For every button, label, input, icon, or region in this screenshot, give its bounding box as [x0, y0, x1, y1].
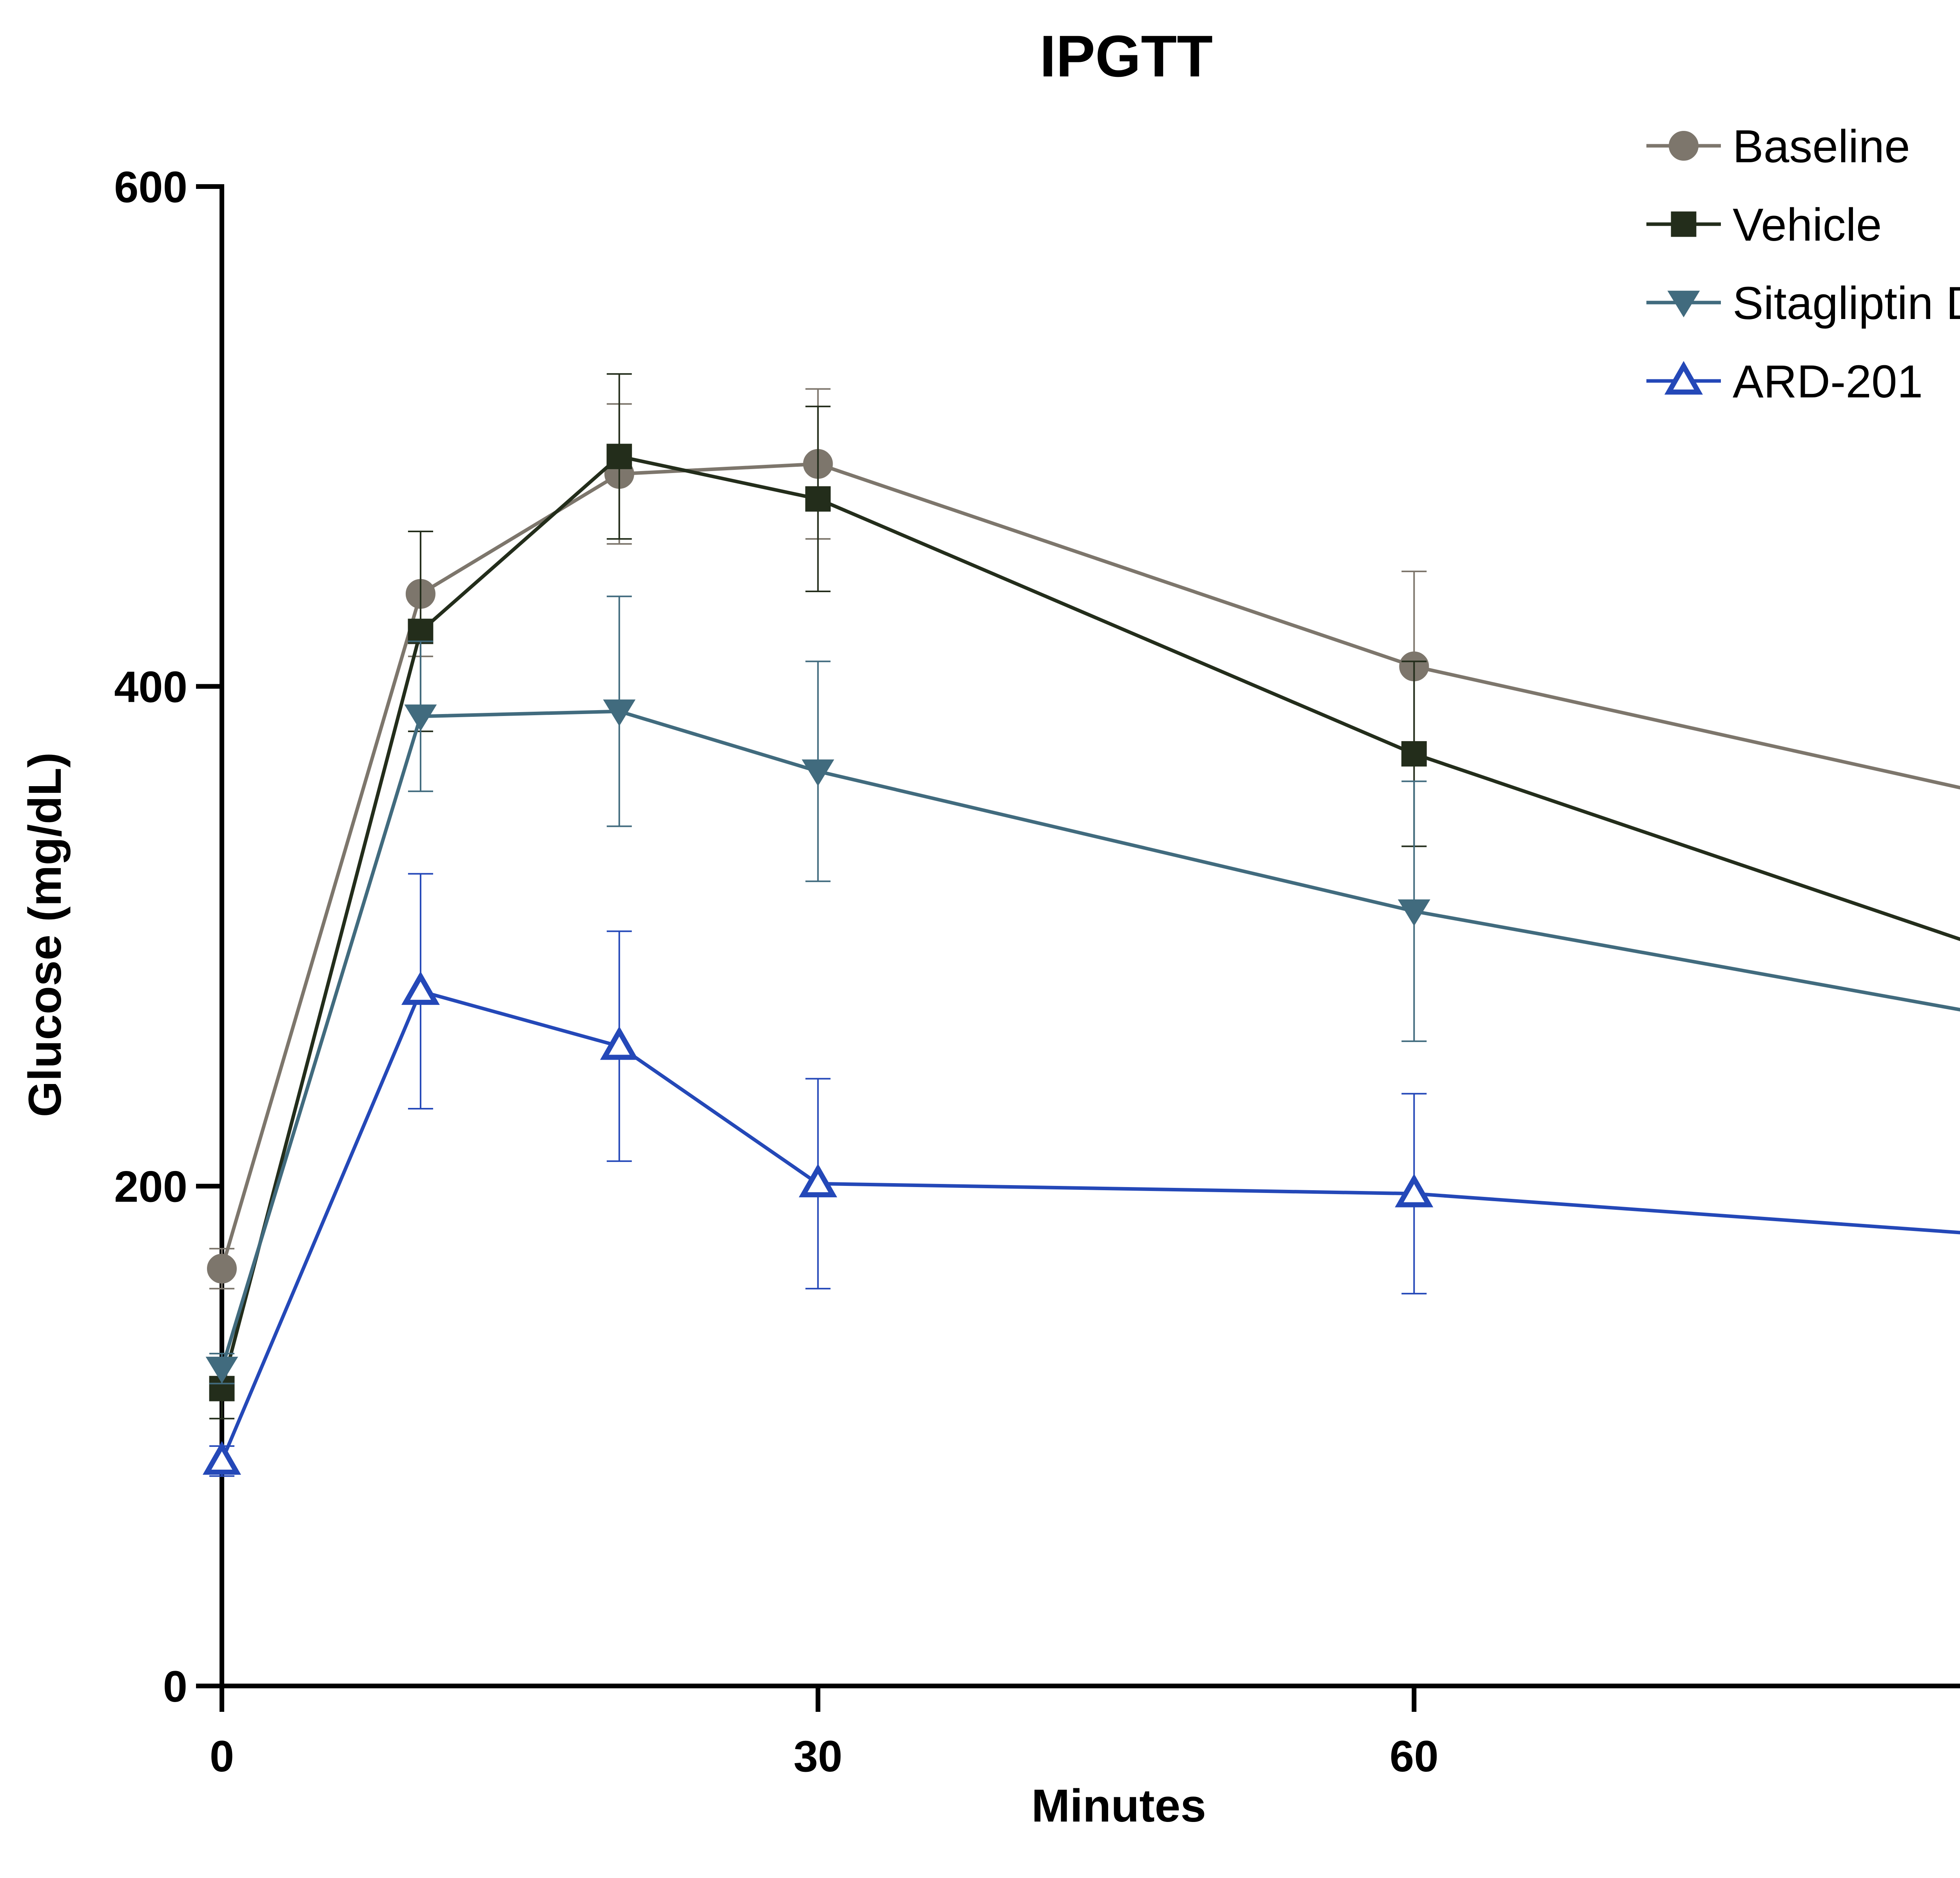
- y-tick-label: 0: [163, 1662, 187, 1711]
- x-ticks: 0306090: [210, 1686, 1439, 1781]
- series-layer: [202, 373, 1960, 1477]
- data-point: [802, 759, 835, 786]
- data-point: [1395, 1173, 1434, 1207]
- legend-item: Baseline: [1646, 121, 1910, 172]
- series-1: [209, 373, 1960, 1419]
- data-point: [805, 486, 831, 512]
- series-3: [202, 873, 1960, 1477]
- series-line: [220, 455, 1960, 1389]
- legend-marker: [1667, 290, 1700, 317]
- data-point: [202, 1441, 241, 1475]
- series-line: [220, 709, 1960, 1369]
- legend-label: Sitagliptin Diet: [1733, 277, 1960, 329]
- legend-label: Vehicle: [1733, 199, 1882, 251]
- x-axis-title: Minutes: [1031, 1780, 1206, 1832]
- x-tick-label: 0: [210, 1732, 234, 1781]
- data-point: [600, 1026, 639, 1060]
- data-point: [603, 699, 636, 726]
- data-point: [408, 618, 434, 644]
- legend-marker: [1671, 211, 1697, 237]
- y-tick-label: 600: [114, 163, 187, 212]
- data-point: [799, 1164, 837, 1198]
- y-tick-label: 400: [114, 662, 187, 711]
- y-tick-label: 200: [114, 1162, 187, 1211]
- data-point: [205, 1356, 238, 1383]
- legend-marker: [1664, 361, 1703, 395]
- data-point: [1397, 899, 1430, 926]
- data-point: [404, 704, 437, 731]
- data-point: [207, 1254, 237, 1284]
- series-line: [220, 989, 1960, 1462]
- x-tick-label: 60: [1390, 1732, 1439, 1781]
- axes: [220, 184, 1960, 1688]
- data-point: [1401, 741, 1427, 767]
- series-line: [220, 462, 1960, 1269]
- legend-label: ARD-201: [1733, 356, 1923, 408]
- legend: Baseline Vehicle Sitagliptin Diet ARD-201: [1646, 121, 1960, 408]
- x-tick-label: 30: [793, 1732, 842, 1781]
- legend-item: ARD-201: [1646, 356, 1923, 408]
- legend-item: Sitagliptin Diet: [1646, 277, 1960, 329]
- legend-marker: [1669, 131, 1699, 161]
- data-point: [606, 444, 632, 470]
- series-2: [205, 595, 1960, 1385]
- y-ticks: 0 200 400 600: [114, 163, 222, 1711]
- chart-title: IPGTT: [1040, 23, 1213, 89]
- series-0: [207, 388, 1960, 1290]
- data-point: [401, 971, 440, 1005]
- legend-label: Baseline: [1733, 121, 1910, 172]
- y-axis-title: Glucose (mg/dL): [19, 752, 71, 1117]
- legend-item: Vehicle: [1646, 199, 1882, 251]
